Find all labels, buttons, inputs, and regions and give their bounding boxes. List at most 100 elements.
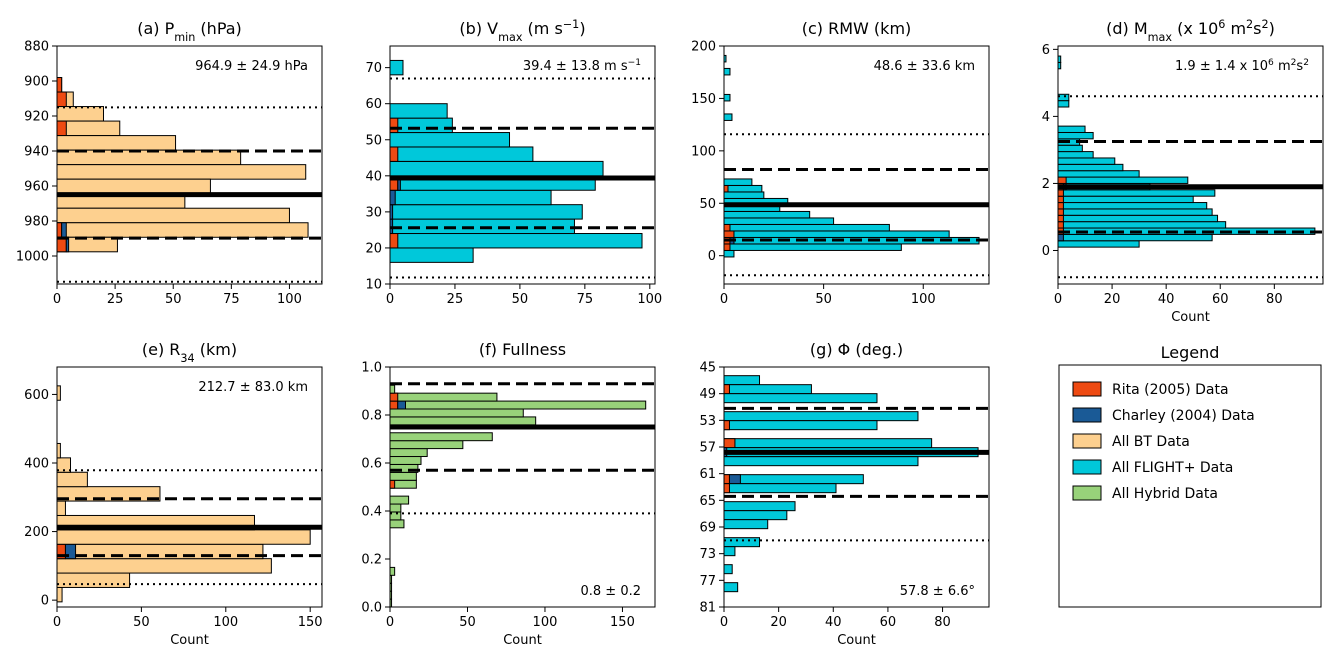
- legend-label-1: Charley (2004) Data: [1112, 408, 1255, 424]
- xtick-a-1: 25: [107, 292, 124, 307]
- ytick-b-1: 20: [365, 241, 382, 256]
- rita-bar-c-1: [724, 243, 731, 251]
- rita-bar-a-3: [57, 120, 67, 137]
- rita-bar-b-1: [390, 233, 399, 249]
- axes-frame-g: [723, 366, 990, 608]
- rita-bar-d-10: [1058, 176, 1067, 184]
- bar-f-27: [390, 384, 396, 394]
- ytick-g-5: 65: [699, 494, 716, 509]
- rita-bar-g-7: [724, 438, 736, 449]
- bar-f-26: [390, 392, 498, 402]
- charley-bar-b-4: [390, 189, 396, 206]
- bar-e-7: [57, 486, 161, 502]
- bar-c-11: [724, 178, 753, 186]
- ytick-b-5: 60: [365, 97, 382, 112]
- xtick-b-1: 25: [447, 292, 464, 307]
- ytick-f-3: 0.6: [361, 457, 382, 472]
- chart-title-c: (c) RMW (km): [802, 19, 912, 38]
- legend-label-4: All Hybrid Data: [1112, 486, 1218, 502]
- bar-e-6: [57, 500, 66, 516]
- bar-c-6: [724, 210, 811, 219]
- legend-swatch-3: [1072, 459, 1102, 475]
- legend-swatch-4: [1072, 485, 1102, 501]
- rita-bar-d-4: [1058, 214, 1064, 223]
- bar-a-9: [57, 207, 290, 224]
- rita-bar-d-6: [1058, 202, 1064, 210]
- legend-swatch-1: [1072, 407, 1102, 423]
- ytick-a-6: 1000: [16, 250, 49, 265]
- bar-d-10: [1058, 176, 1189, 184]
- panel-b: 0 25 50 75 100 10 20 30 40 50 60 70 (b) Vmax (m s−1)…: [365, 18, 662, 308]
- bar-f-16: [390, 471, 417, 481]
- bar-e-10: [57, 442, 61, 459]
- ytick-a-3: 940: [24, 145, 49, 160]
- rita-bar-a-1: [57, 91, 67, 108]
- ytick-d-2: 4: [1042, 110, 1050, 125]
- bar-d-8: [1058, 189, 1216, 197]
- ytick-c-1: 50: [699, 197, 716, 212]
- bar-d-15: [1058, 144, 1083, 153]
- charley-bar-f-25: [397, 400, 406, 410]
- rita-bar-f-26: [390, 392, 399, 402]
- charley-bar-g-11: [728, 474, 741, 485]
- bar-c-3: [724, 230, 950, 238]
- bar-f-24: [390, 408, 524, 418]
- bar-e-8: [57, 471, 88, 488]
- ytick-e-1: 200: [24, 525, 49, 540]
- ytick-c-4: 200: [691, 40, 716, 55]
- bar-d-17: [1058, 131, 1094, 140]
- legend-frame: [1058, 364, 1322, 608]
- xlabel-g: Count: [837, 633, 876, 648]
- bar-g-23: [724, 582, 739, 593]
- bar-d-12: [1058, 163, 1124, 172]
- ytick-a-0: 880: [24, 40, 49, 55]
- axes-frame-a: [56, 45, 323, 285]
- bar-c-1: [724, 243, 902, 251]
- xtick-g-2: 40: [825, 615, 842, 630]
- ytick-f-5: 1.0: [361, 361, 382, 376]
- bar-d-23: [1058, 93, 1070, 102]
- legend-title: Legend: [1161, 343, 1220, 362]
- bar-e-0: [57, 586, 63, 603]
- ytick-a-5: 980: [24, 215, 49, 230]
- xtick-e-2: 100: [213, 615, 238, 630]
- stat-annotation-g: 57.8 ± 6.6°: [900, 584, 975, 599]
- xtick-g-4: 80: [934, 615, 951, 630]
- bar-d-22: [1058, 100, 1070, 108]
- bar-g-7: [724, 438, 933, 449]
- bar-g-14: [724, 501, 796, 512]
- bar-e-2: [57, 558, 272, 574]
- bar-g-16: [724, 519, 769, 530]
- xtick-g-3: 60: [880, 615, 897, 630]
- bar-g-4: [724, 411, 919, 422]
- axes-frame-e: [56, 366, 323, 608]
- ytick-f-2: 0.4: [361, 505, 382, 520]
- legend: Legend Rita (2005) Data Charley (2004) Da…: [1058, 343, 1322, 608]
- bar-a-7: [57, 178, 211, 195]
- xtick-b-2: 50: [512, 292, 529, 307]
- ytick-a-2: 920: [24, 110, 49, 125]
- bar-g-1: [724, 384, 812, 395]
- bar-d-11: [1058, 170, 1140, 178]
- ytick-g-4: 61: [699, 467, 716, 482]
- axes-frame-f: [389, 366, 656, 608]
- ytick-g-6: 69: [699, 521, 716, 536]
- rita-bar-d-5: [1058, 208, 1064, 216]
- chart-title-a: (a) Pmin (hPa): [137, 19, 242, 44]
- xtick-f-3: 150: [610, 615, 635, 630]
- bar-c-5: [724, 217, 835, 225]
- xtick-c-2: 100: [911, 292, 936, 307]
- bar-d-13: [1058, 157, 1116, 165]
- rita-bar-c-4: [724, 223, 731, 232]
- xtick-d-1: 20: [1104, 292, 1121, 307]
- xtick-f-1: 50: [459, 615, 476, 630]
- bar-d-4: [1058, 214, 1219, 223]
- rita-bar-d-7: [1058, 195, 1064, 204]
- rita-bar-g-12: [724, 483, 730, 494]
- panel-e: 0 50 100 150 0 200 400 600 (e) R34 (km) 212.7 ± 8…: [24, 340, 322, 648]
- ytick-f-0: 0.0: [361, 601, 382, 616]
- axes-frame-b: [389, 45, 656, 285]
- panel-a: 0 25 50 75 100 880 900 920 940 960 980 1000 (a) Pmin…: [16, 19, 323, 307]
- bar-d-7: [1058, 195, 1194, 204]
